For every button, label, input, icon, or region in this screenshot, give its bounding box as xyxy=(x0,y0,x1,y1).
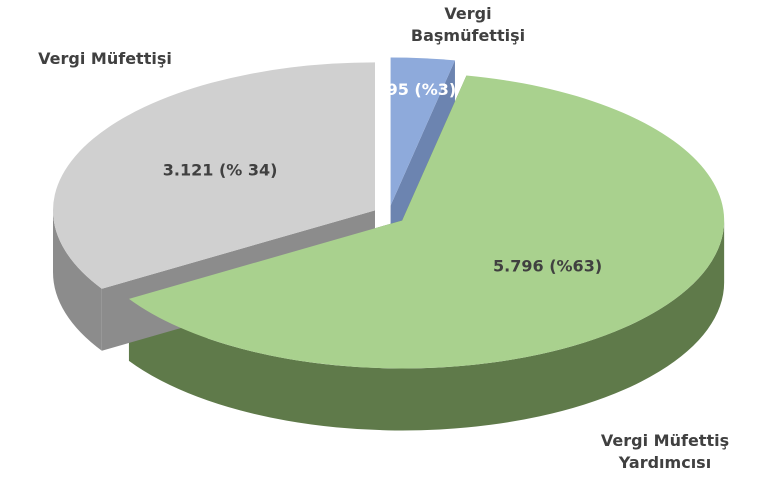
category-label: Vergi Müfettişi xyxy=(38,49,172,68)
slice-side xyxy=(128,220,725,431)
value-label: 3.121 (% 34) xyxy=(163,160,278,179)
category-label: Vergi Başmüfettişi xyxy=(410,4,526,45)
slice xyxy=(53,62,376,289)
value-label: 5.796 (%63) xyxy=(493,256,602,275)
value-label: 295 (%3) xyxy=(375,80,456,99)
slice xyxy=(390,57,455,206)
slice-side xyxy=(53,210,102,351)
category-label: Vergi Müfettiş Yardımcısı xyxy=(600,431,730,472)
slice xyxy=(128,75,725,369)
